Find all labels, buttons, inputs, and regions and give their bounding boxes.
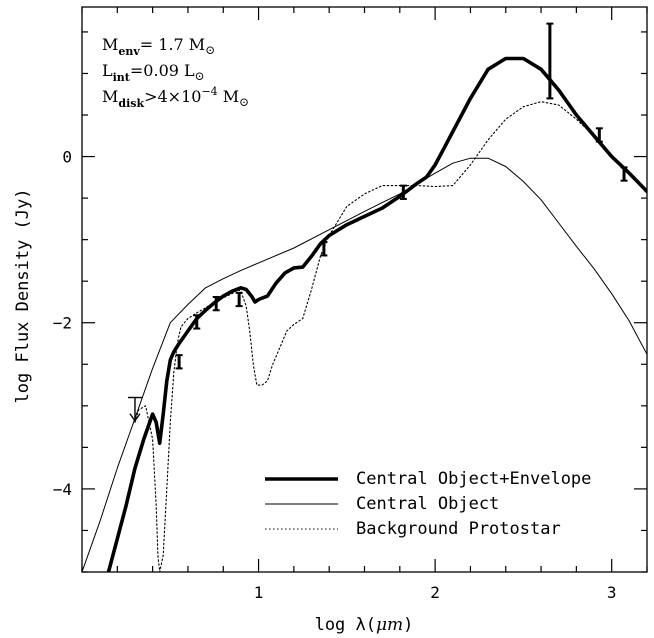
y-axis-title: log Flux Density (Jy) [13,189,33,404]
annotation-sun-symbol: ⊙ [205,43,215,57]
annotation-unit: M [218,87,239,106]
legend: Central Object+Envelope Central Object Bac… [265,469,591,539]
legend-label: Central Object+Envelope [356,469,591,489]
axis-ticks: 1 2 3 −4 −2 0 [53,7,648,602]
annotation-value: >4×10 [144,87,201,106]
y-tick-label: −2 [53,314,72,333]
x-axis-title-close: ) [403,615,413,635]
upper-limit-arrow-icon [129,413,141,422]
annotation-value: =0.09 L [130,61,195,80]
x-axis-title-unit: μm [376,615,403,635]
annotation-subscript: disk [118,97,144,110]
annotation-symbol: L [102,61,113,80]
annotation-symbol: M [102,35,118,54]
y-tick-label: −4 [53,480,72,499]
annotation-block: Menv= 1.7 M⊙Lint=0.09 L⊙Mdisk>4×10−4 M⊙ [102,35,249,110]
annotation-value: = 1.7 M [140,35,205,54]
annotation-superscript: −4 [201,85,217,98]
annotation-sun-symbol: ⊙ [195,69,205,83]
annotation-subscript: int [113,71,131,84]
series-line-thin [82,157,647,572]
series-line-thick [106,56,647,572]
series-group [82,56,647,572]
annotation-symbol: M [102,87,118,106]
series-line-dotted [134,101,647,572]
legend-label: Background Protostar [356,519,561,539]
x-axis-title: log λ(μm) [315,615,414,635]
x-tick-label: 1 [254,583,264,602]
annotation-line: Menv= 1.7 M⊙ [102,35,215,58]
annotation-line: Lint=0.09 L⊙ [102,61,205,84]
x-tick-label: 2 [430,583,440,602]
y-tick-label: 0 [62,148,72,167]
x-axis-title-text: log λ( [315,615,376,635]
axis-titles: log λ(μm) log Flux Density (Jy) [13,189,413,635]
data-points [127,22,628,422]
x-tick-label: 3 [607,583,617,602]
annotation-line: Mdisk>4×10−4 M⊙ [102,85,249,110]
annotation-subscript: env [118,45,140,58]
legend-label: Central Object [356,494,499,514]
annotation-sun-symbol: ⊙ [239,95,249,109]
